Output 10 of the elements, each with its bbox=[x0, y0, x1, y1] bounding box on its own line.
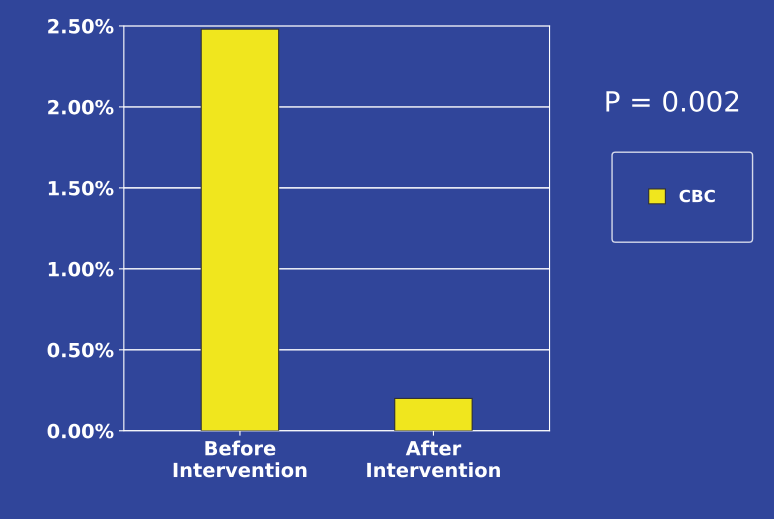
y-tick-label: 0.50% bbox=[48, 342, 114, 358]
y-tick-label: 1.00% bbox=[48, 262, 114, 277]
y-tick-label: 0.00% bbox=[48, 424, 114, 438]
x-tick-label: After Intervention bbox=[367, 440, 500, 478]
text: P = 0.002 bbox=[606, 90, 738, 112]
y-tick-label: 1.50% bbox=[48, 180, 114, 196]
x-tick-label: Before Intervention bbox=[174, 440, 306, 478]
legend-label: CBC bbox=[680, 190, 715, 202]
y-tick-label: 2.50% bbox=[48, 18, 114, 34]
y-tick-label: 2.00% bbox=[48, 100, 114, 115]
